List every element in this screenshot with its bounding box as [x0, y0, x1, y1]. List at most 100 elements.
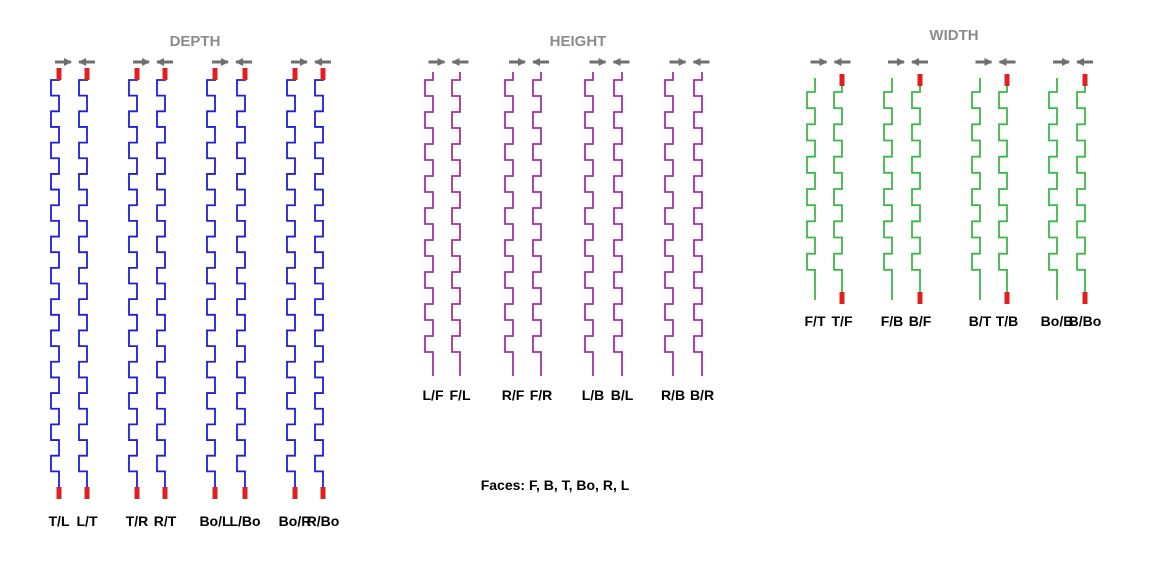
zigzag-wire [833, 78, 843, 300]
zigzag-wire [971, 78, 981, 300]
electrode-top [212, 68, 218, 80]
zigzag-wire [504, 72, 514, 376]
wire-label: L/B [582, 387, 605, 403]
wire-t-l: T/L [49, 68, 70, 529]
zigzag-wire [532, 72, 542, 376]
wire-l-f: L/F [423, 72, 444, 403]
zigzag-wire [286, 72, 296, 495]
zigzag-wire [1048, 78, 1058, 300]
wire-label: L/Bo [229, 513, 260, 529]
zigzag-wire [156, 72, 166, 495]
wire-label: B/Bo [1069, 313, 1102, 329]
zigzag-wire [693, 72, 703, 376]
electrode-bottom [917, 292, 923, 304]
electrode-bottom [162, 487, 168, 499]
wire-label: F/B [881, 313, 904, 329]
wire-r-b: R/B [661, 72, 685, 403]
wire-t-r: T/R [126, 68, 149, 529]
zigzag-wire [584, 72, 594, 376]
electrode-bottom [1082, 292, 1088, 304]
electrode-bottom [1004, 292, 1010, 304]
zigzag-wire [236, 72, 246, 495]
electrode-top [917, 74, 923, 86]
zigzag-wire [1076, 78, 1086, 300]
zigzag-wire [664, 72, 674, 376]
electrode-top [320, 68, 326, 80]
electrode-bottom [242, 487, 248, 499]
wire-b-bo: B/Bo [1069, 74, 1102, 329]
wire-b-l: B/L [611, 72, 634, 403]
wire-label: Bo/R [279, 513, 312, 529]
wire-label: F/L [450, 387, 471, 403]
electrode-top [56, 68, 62, 80]
wire-t-f: T/F [832, 74, 853, 329]
wire-label: R/T [154, 513, 177, 529]
wire-bo-r: Bo/R [279, 68, 312, 529]
zigzag-wire [424, 72, 434, 376]
wire-r-f: R/F [502, 72, 525, 403]
wire-f-l: F/L [450, 72, 471, 403]
wire-label: L/F [423, 387, 444, 403]
wire-f-t: F/T [805, 78, 826, 329]
wire-label: T/F [832, 313, 853, 329]
wire-t-b: T/B [996, 74, 1019, 329]
wire-label: B/F [909, 313, 932, 329]
wire-label: T/L [49, 513, 70, 529]
depth-group: T/L L/T T/R R/T Bo/LL/Bo Bo/RR/Bo [49, 58, 340, 529]
wire-f-b: F/B [881, 78, 904, 329]
wire-label: T/B [996, 313, 1019, 329]
wire-label: T/R [126, 513, 149, 529]
electrode-top [84, 68, 90, 80]
electrode-bottom [839, 292, 845, 304]
wire-label: B/L [611, 387, 634, 403]
wire-b-r: B/R [690, 72, 714, 403]
electrode-bottom [134, 487, 140, 499]
electrode-top [1082, 74, 1088, 86]
zigzag-wire [78, 72, 88, 495]
wire-bo-b: Bo/B [1041, 78, 1074, 329]
wire-label: L/T [77, 513, 98, 529]
width-group: F/T T/F F/B B/F B/T T/B Bo/BB/Bo [805, 58, 1102, 329]
electrode-bottom [84, 487, 90, 499]
zigzag-wire [911, 78, 921, 300]
wire-b-f: B/F [909, 74, 932, 329]
wire-b-t: B/T [969, 78, 992, 329]
wire-bo-l: Bo/L [199, 68, 231, 529]
wire-label: B/R [690, 387, 714, 403]
electrode-top [134, 68, 140, 80]
electrode-bottom [212, 487, 218, 499]
electrode-top [839, 74, 845, 86]
zigzag-wire [883, 78, 893, 300]
wire-label: F/R [530, 387, 553, 403]
wire-label: F/T [805, 313, 826, 329]
wire-r-bo: R/Bo [307, 68, 340, 529]
wire-f-r: F/R [530, 72, 553, 403]
faces-caption: Faces: F, B, T, Bo, R, L [481, 477, 630, 493]
zigzag-wire [314, 72, 324, 495]
zigzag-wire [451, 72, 461, 376]
wire-label: B/T [969, 313, 992, 329]
wire-l-bo: L/Bo [229, 68, 261, 529]
wire-label: R/F [502, 387, 525, 403]
width-title: WIDTH [929, 27, 978, 44]
wire-label: R/B [661, 387, 685, 403]
electrode-top [1004, 74, 1010, 86]
zigzag-wire [128, 72, 138, 495]
electrode-bottom [56, 487, 62, 499]
electrode-top [162, 68, 168, 80]
height-title: HEIGHT [550, 33, 607, 50]
zigzag-wire [206, 72, 216, 495]
electrode-top [242, 68, 248, 80]
wire-label: Bo/L [199, 513, 231, 529]
zigzag-wire [613, 72, 623, 376]
zigzag-wire [998, 78, 1008, 300]
wire-label: Bo/B [1041, 313, 1074, 329]
electrode-bottom [320, 487, 326, 499]
wire-l-b: L/B [582, 72, 605, 403]
electrode-top [292, 68, 298, 80]
wire-r-t: R/T [154, 68, 177, 529]
electrode-bottom [292, 487, 298, 499]
wire-label: R/Bo [307, 513, 340, 529]
zigzag-wire [806, 78, 816, 300]
